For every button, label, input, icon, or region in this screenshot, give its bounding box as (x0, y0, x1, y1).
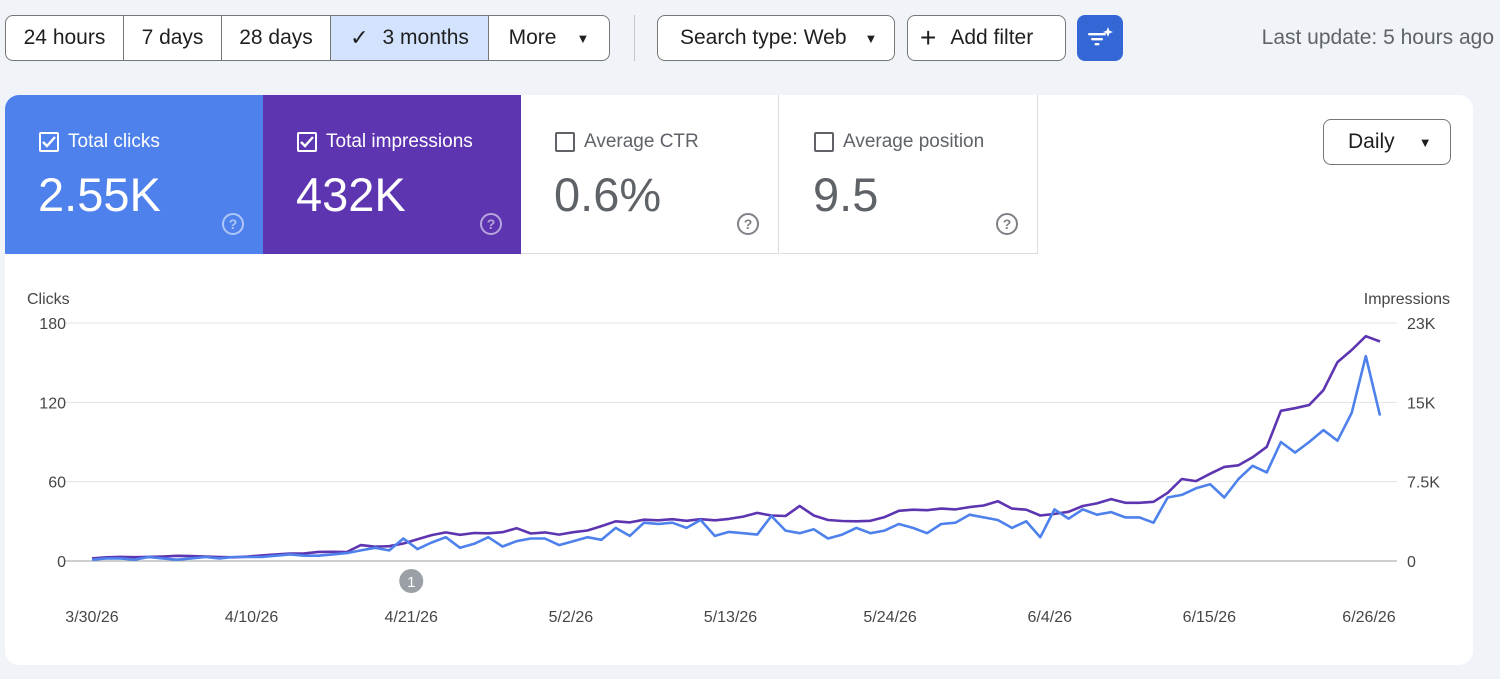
range-more-dropdown[interactable]: More ▼ (489, 16, 609, 60)
range-3-months-button[interactable]: ✓ 3 months (331, 16, 489, 60)
granularity-dropdown[interactable]: Daily ▼ (1323, 119, 1451, 165)
toolbar-divider (634, 15, 635, 61)
metric-value: 0.6% (554, 168, 662, 221)
last-update-text: Last update: 5 hours ago (1261, 26, 1494, 49)
metric-label: Average position (843, 131, 985, 152)
range-7-days-button[interactable]: 7 days (124, 16, 222, 60)
x-tick-label: 4/10/26 (225, 609, 278, 626)
add-filter-label: Add filter (950, 26, 1034, 49)
y-right-tick-label: 15K (1407, 395, 1436, 412)
y-right-axis-title: Impressions (1364, 291, 1450, 308)
y-left-tick-label: 0 (57, 554, 66, 571)
x-tick-label: 4/21/26 (385, 609, 438, 626)
y-left-axis-title: Clicks (27, 291, 70, 308)
x-tick-label: 5/24/26 (863, 609, 916, 626)
performance-card: 0 0 60 7.5K 120 15K 180 23K Clicks Impressions 3/3… (5, 95, 1473, 665)
y-right-tick-label: 23K (1407, 316, 1436, 333)
date-range-selector: 24 hours 7 days 28 days ✓ 3 months More ▼ (5, 15, 610, 61)
caret-down-icon: ▼ (864, 30, 878, 46)
add-filter-button[interactable]: + Add filter (907, 15, 1066, 61)
metric-label: Average CTR (584, 131, 699, 152)
x-tick-label: 6/4/26 (1028, 609, 1073, 626)
plus-icon: + (920, 22, 937, 53)
total-impressions-card[interactable]: Total impressions 432K ? (263, 95, 521, 254)
metric-label: Total clicks (68, 131, 160, 152)
clicks-series-line (91, 354, 1382, 562)
y-left-tick-label: 60 (48, 475, 66, 492)
range-label: More (508, 26, 557, 49)
y-right-tick-label: 7.5K (1407, 475, 1440, 492)
checkbox-checked-icon[interactable] (297, 132, 317, 152)
y-left-tick-label: 120 (39, 395, 66, 412)
range-label: 28 days (239, 26, 313, 49)
total-clicks-card[interactable]: Total clicks 2.55K ? (5, 95, 263, 254)
range-28-days-button[interactable]: 28 days (222, 16, 331, 60)
metric-label: Total impressions (326, 131, 473, 152)
range-label: 24 hours (23, 26, 106, 49)
filter-sparkle-button[interactable] (1077, 15, 1123, 61)
x-tick-label: 3/30/26 (65, 609, 118, 626)
x-tick-label: 6/26/26 (1342, 609, 1395, 626)
y-right-tick-label: 0 (1407, 554, 1416, 571)
granularity-label: Daily (1348, 130, 1395, 153)
help-icon[interactable]: ? (480, 213, 502, 235)
range-label: 3 months (382, 26, 469, 49)
search-type-label: Search type: Web (680, 26, 847, 49)
average-ctr-card[interactable]: Average CTR 0.6% ? (521, 95, 779, 254)
check-icon: ✓ (350, 25, 369, 50)
y-left-tick-label: 180 (39, 316, 66, 333)
help-icon[interactable]: ? (996, 213, 1018, 235)
performance-chart: 0 0 60 7.5K 120 15K 180 23K Clicks Impressions 3/3… (27, 291, 1450, 626)
metric-value: 9.5 (813, 168, 879, 221)
search-type-dropdown[interactable]: Search type: Web ▼ (657, 15, 895, 61)
caret-down-icon: ▼ (576, 30, 590, 46)
metric-value: 2.55K (38, 168, 161, 221)
x-tick-label: 5/13/26 (704, 609, 757, 626)
average-position-card[interactable]: Average position 9.5 ? (780, 95, 1038, 254)
help-icon[interactable]: ? (222, 213, 244, 235)
caret-down-icon: ▼ (1418, 134, 1432, 150)
filter-sparkle-icon (1088, 27, 1113, 46)
checkbox-unchecked-icon[interactable] (555, 132, 575, 152)
help-icon[interactable]: ? (737, 213, 759, 235)
checkbox-unchecked-icon[interactable] (814, 132, 834, 152)
annotation-label: 1 (407, 574, 415, 591)
range-24-hours-button[interactable]: 24 hours (6, 16, 124, 60)
range-label: 7 days (141, 26, 204, 49)
metric-value: 432K (296, 168, 406, 221)
x-tick-label: 6/15/26 (1183, 609, 1236, 626)
impressions-series-line (91, 334, 1381, 560)
checkbox-checked-icon[interactable] (39, 132, 59, 152)
annotation-marker (399, 569, 424, 593)
x-tick-label: 5/2/26 (549, 609, 594, 626)
